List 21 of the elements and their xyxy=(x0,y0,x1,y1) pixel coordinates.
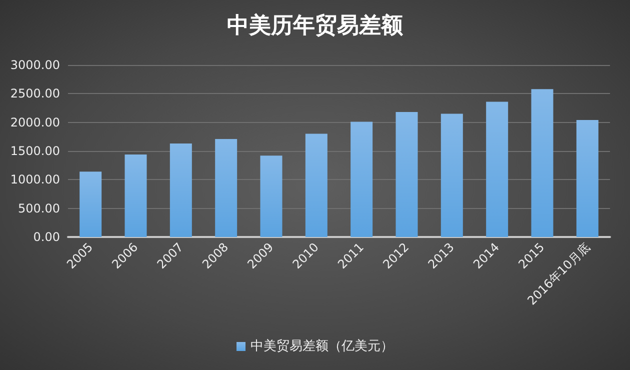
bar xyxy=(170,144,192,237)
bar xyxy=(124,154,147,237)
chart-title: 中美历年贸易差额 xyxy=(227,12,404,38)
bar xyxy=(531,89,554,237)
bar xyxy=(396,112,418,237)
bar xyxy=(215,138,238,237)
bar xyxy=(486,102,508,237)
bar xyxy=(440,114,463,237)
y-tick-label: 1000.00 xyxy=(10,172,60,187)
bar xyxy=(305,134,328,237)
y-tick-label: 1500.00 xyxy=(10,144,60,158)
bar xyxy=(260,156,282,237)
y-tick-label: 2500.00 xyxy=(10,86,60,101)
legend-label: 中美贸易差额（亿美元） xyxy=(250,338,394,354)
bar xyxy=(576,120,598,237)
bar xyxy=(350,122,373,237)
y-tick-label: 2000.00 xyxy=(10,115,60,130)
y-tick-label: 3000.00 xyxy=(10,58,60,72)
y-tick-label: 0.00 xyxy=(33,230,60,244)
bar xyxy=(80,172,102,237)
y-tick-label: 500.00 xyxy=(18,201,60,216)
